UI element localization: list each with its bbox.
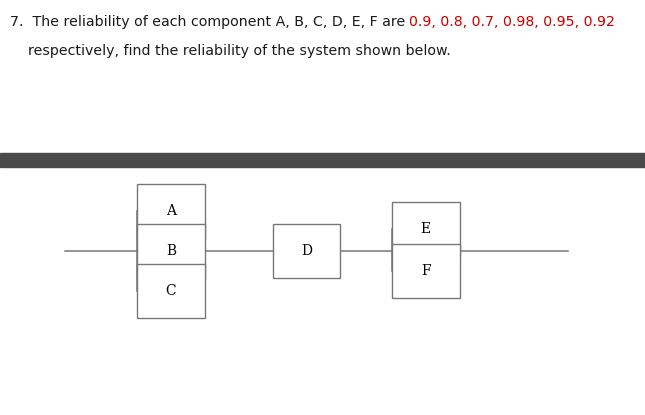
Text: 0.9, 0.8, 0.7, 0.98, 0.95, 0.92: 0.9, 0.8, 0.7, 0.98, 0.95, 0.92 bbox=[410, 15, 615, 29]
Bar bbox=[137, 264, 205, 318]
Bar bbox=[0, 153, 645, 167]
Text: C: C bbox=[166, 284, 176, 298]
Text: D: D bbox=[301, 244, 312, 258]
Bar bbox=[137, 224, 205, 278]
Text: respectively, find the reliability of the system shown below.: respectively, find the reliability of th… bbox=[10, 44, 450, 59]
Text: A: A bbox=[166, 205, 176, 218]
Text: B: B bbox=[166, 244, 176, 258]
Bar bbox=[272, 224, 341, 278]
Bar bbox=[392, 244, 459, 298]
Text: 7.  The reliability of each component A, B, C, D, E, F are: 7. The reliability of each component A, … bbox=[10, 15, 410, 29]
Text: F: F bbox=[421, 264, 430, 278]
Text: E: E bbox=[421, 222, 431, 236]
Bar bbox=[137, 185, 205, 239]
Bar bbox=[392, 202, 459, 256]
